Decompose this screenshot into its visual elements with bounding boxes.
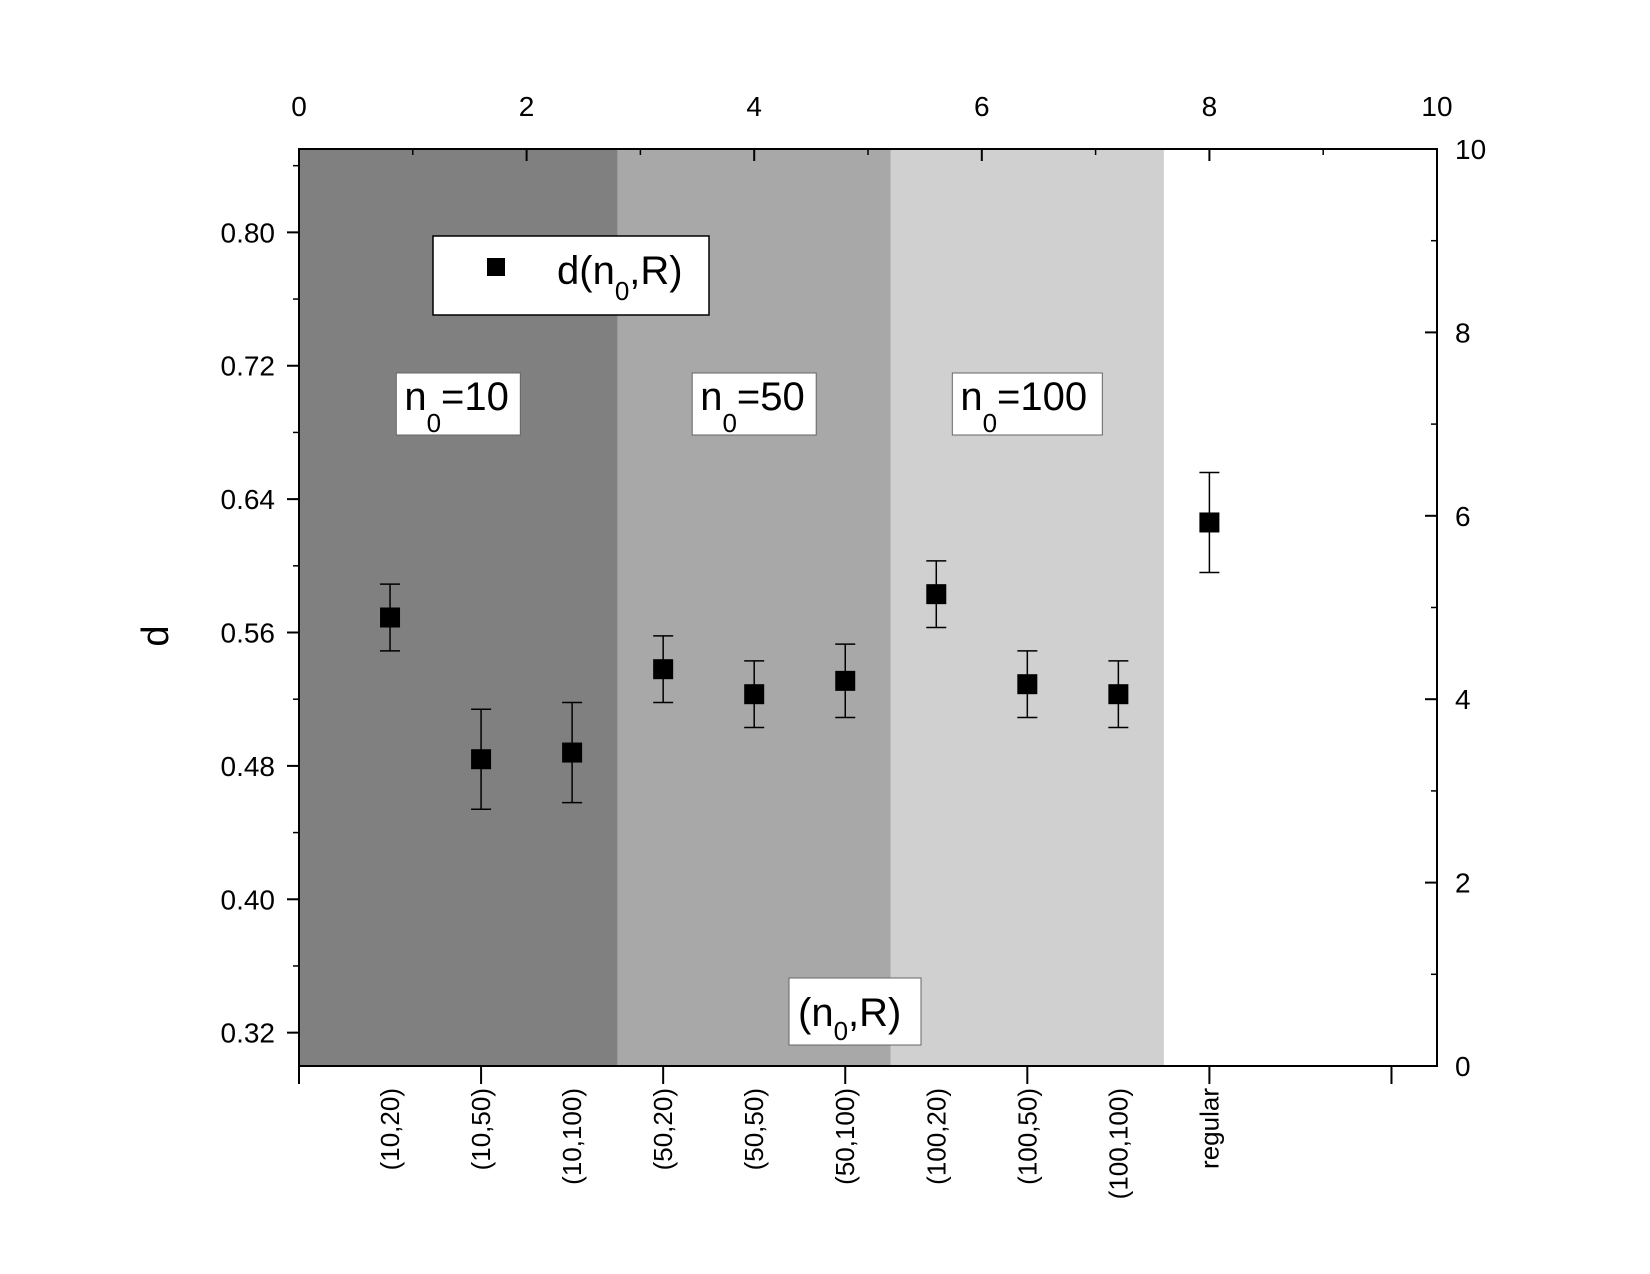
point-marker <box>835 670 856 691</box>
legend: d(n0,R) <box>432 235 710 316</box>
y-tick-label: 0.72 <box>221 351 276 382</box>
x-axis-title: (n0,R) <box>788 977 922 1046</box>
data-point <box>1017 650 1038 719</box>
right-tick-label: 0 <box>1455 1051 1471 1082</box>
top-tick-label: 0 <box>291 91 307 122</box>
data-point <box>380 583 401 652</box>
data-marks <box>380 471 1220 810</box>
svg-text:n0=10: n0=10 <box>404 375 509 438</box>
point-marker <box>744 684 765 705</box>
top-tick-label: 2 <box>519 91 535 122</box>
x-category-label: (100,20) <box>921 1088 951 1185</box>
x-category-label: (10,20) <box>375 1088 405 1170</box>
y-axis-label: d <box>135 625 177 646</box>
y-tick-label: 0.40 <box>221 884 276 915</box>
data-point <box>471 708 492 810</box>
point-marker <box>471 749 492 770</box>
point-marker <box>1108 684 1129 705</box>
legend-label: d(n0,R) <box>557 249 683 306</box>
top-tick-label: 10 <box>1421 91 1452 122</box>
legend-marker <box>487 258 505 276</box>
data-point <box>744 660 765 729</box>
point-marker <box>562 742 583 763</box>
right-tick-label: 4 <box>1455 684 1471 715</box>
svg-text:n0=50: n0=50 <box>700 375 805 438</box>
x-category-label: (10,100) <box>557 1088 587 1185</box>
data-point <box>562 701 583 804</box>
point-marker <box>653 659 674 680</box>
right-tick-label: 10 <box>1455 134 1486 165</box>
top-tick-label: 6 <box>974 91 990 122</box>
region-label-n0-100: n0=100 <box>951 372 1103 438</box>
data-point <box>926 560 947 629</box>
top-tick-label: 8 <box>1202 91 1218 122</box>
top-tick-label: 4 <box>746 91 762 122</box>
right-tick-label: 6 <box>1455 501 1471 532</box>
data-point <box>835 643 856 719</box>
x-category-label: (50,50) <box>739 1088 769 1170</box>
svg-text:(n0,R): (n0,R) <box>798 991 901 1046</box>
axes: 0.32 0.40 0.48 0.56 0.64 0.72 0.80 0 2 4 6 8 10 0 2 4 6 8… <box>221 91 1487 1199</box>
y-tick-label: 0.80 <box>221 217 276 248</box>
x-category-label: regular <box>1194 1088 1224 1169</box>
data-point <box>1199 471 1220 574</box>
data-point <box>653 635 674 704</box>
x-category-label: (50,100) <box>830 1088 860 1185</box>
region-n0-100 <box>890 149 1164 1066</box>
y-tick-label: 0.56 <box>221 618 276 649</box>
right-tick-label: 2 <box>1455 868 1471 899</box>
x-category-label: (50,20) <box>648 1088 678 1170</box>
point-marker <box>1017 674 1038 695</box>
region-label-n0-10: n0=10 <box>395 372 521 438</box>
x-category-label: (100,100) <box>1103 1088 1133 1199</box>
x-category-label: (10,50) <box>466 1088 496 1170</box>
region-label-n0-50: n0=50 <box>691 372 817 438</box>
x-category-label: (100,50) <box>1012 1088 1042 1185</box>
svg-text:n0=100: n0=100 <box>960 375 1087 438</box>
point-marker <box>1199 512 1220 533</box>
right-tick-label: 8 <box>1455 317 1471 348</box>
point-marker <box>926 584 947 605</box>
y-tick-label: 0.64 <box>221 484 276 515</box>
y-tick-label: 0.48 <box>221 751 276 782</box>
data-point <box>1108 660 1129 729</box>
y-tick-label: 0.32 <box>221 1018 276 1049</box>
point-marker <box>380 607 401 628</box>
